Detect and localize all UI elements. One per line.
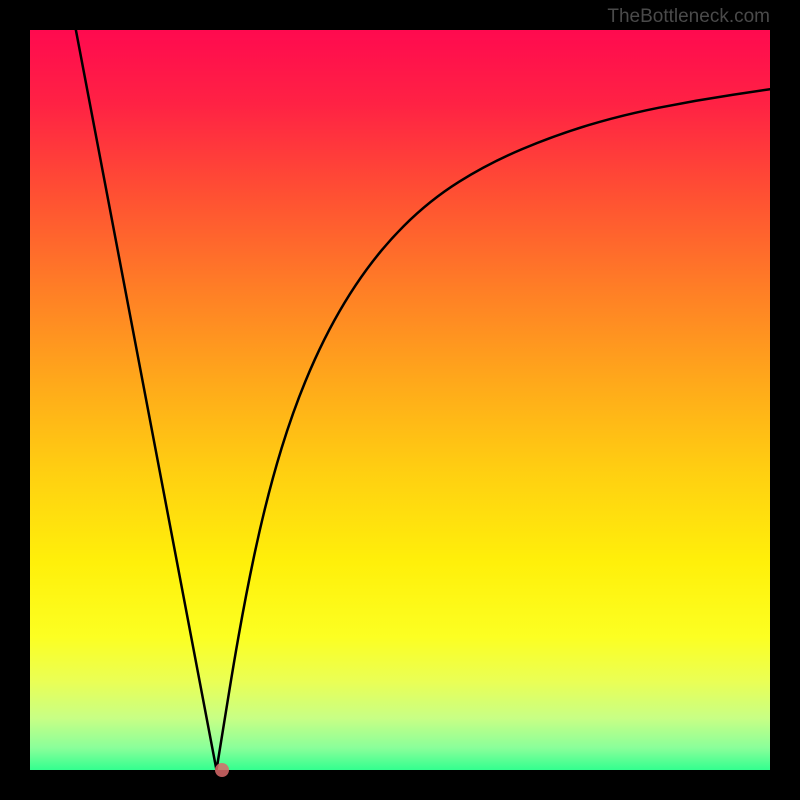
attribution-text: TheBottleneck.com [607, 6, 770, 28]
plot-area [30, 30, 770, 770]
optimal-marker [215, 763, 229, 777]
heatmap-gradient [30, 30, 770, 770]
